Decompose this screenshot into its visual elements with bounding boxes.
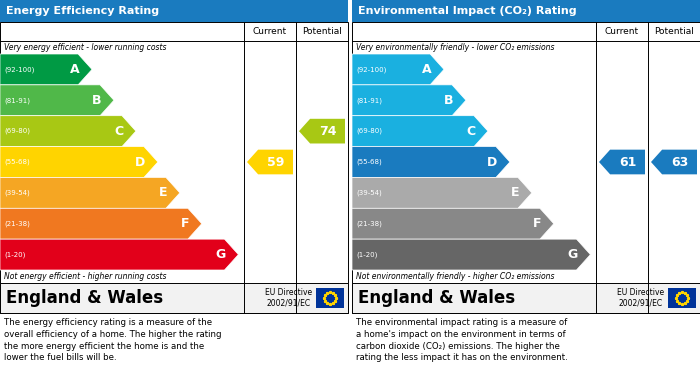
Text: G: G — [568, 248, 578, 261]
Polygon shape — [0, 208, 202, 239]
Polygon shape — [0, 147, 158, 178]
Text: Current: Current — [605, 27, 639, 36]
Bar — [0, 0, 348, 22]
Text: Current: Current — [253, 27, 287, 36]
Text: Very environmentally friendly - lower CO₂ emissions: Very environmentally friendly - lower CO… — [356, 43, 554, 52]
Text: F: F — [181, 217, 189, 230]
Text: (55-68): (55-68) — [356, 159, 382, 165]
Polygon shape — [352, 147, 510, 178]
Polygon shape — [352, 85, 466, 116]
Text: (92-100): (92-100) — [356, 66, 386, 73]
Text: England & Wales: England & Wales — [6, 289, 163, 307]
Text: B: B — [444, 94, 454, 107]
Polygon shape — [352, 208, 554, 239]
Text: (81-91): (81-91) — [4, 97, 30, 104]
Text: Environmental Impact (CO₂) Rating: Environmental Impact (CO₂) Rating — [358, 6, 577, 16]
Text: A: A — [70, 63, 80, 76]
Bar — [352, 22, 700, 313]
Text: (21-38): (21-38) — [356, 221, 382, 227]
Text: Not energy efficient - higher running costs: Not energy efficient - higher running co… — [4, 272, 167, 281]
Text: Potential: Potential — [302, 27, 342, 36]
Polygon shape — [0, 178, 180, 208]
Bar — [0, 22, 348, 313]
Text: Very energy efficient - lower running costs: Very energy efficient - lower running co… — [4, 43, 167, 52]
Text: The environmental impact rating is a measure of
a home's impact on the environme: The environmental impact rating is a mea… — [356, 318, 568, 362]
Text: A: A — [422, 63, 431, 76]
Text: 61: 61 — [619, 156, 636, 169]
Polygon shape — [599, 150, 645, 174]
Polygon shape — [0, 54, 92, 85]
Text: (1-20): (1-20) — [4, 251, 25, 258]
Text: 63: 63 — [671, 156, 688, 169]
Text: EU Directive
2002/91/EC: EU Directive 2002/91/EC — [617, 288, 664, 308]
Polygon shape — [0, 85, 114, 116]
Polygon shape — [352, 54, 444, 85]
Polygon shape — [0, 116, 136, 147]
Bar — [316, 288, 344, 308]
Text: C: C — [466, 125, 475, 138]
Polygon shape — [352, 116, 488, 147]
Text: D: D — [487, 156, 497, 169]
Text: (69-80): (69-80) — [356, 128, 382, 135]
Bar — [668, 288, 696, 308]
Polygon shape — [299, 119, 345, 143]
Text: (39-54): (39-54) — [356, 190, 382, 196]
Text: (69-80): (69-80) — [4, 128, 30, 135]
Polygon shape — [0, 239, 239, 270]
Text: England & Wales: England & Wales — [358, 289, 515, 307]
Text: C: C — [114, 125, 123, 138]
Text: (81-91): (81-91) — [356, 97, 382, 104]
Text: Energy Efficiency Rating: Energy Efficiency Rating — [6, 6, 159, 16]
Text: F: F — [533, 217, 541, 230]
Text: (21-38): (21-38) — [4, 221, 30, 227]
Text: E: E — [511, 187, 519, 199]
Polygon shape — [247, 150, 293, 174]
Text: E: E — [159, 187, 167, 199]
Bar — [0, 283, 348, 313]
Text: 59: 59 — [267, 156, 284, 169]
Text: D: D — [135, 156, 146, 169]
Text: (55-68): (55-68) — [4, 159, 29, 165]
Text: G: G — [216, 248, 226, 261]
Polygon shape — [651, 150, 697, 174]
Text: 74: 74 — [318, 125, 336, 138]
Polygon shape — [352, 178, 532, 208]
Bar — [352, 283, 700, 313]
Text: EU Directive
2002/91/EC: EU Directive 2002/91/EC — [265, 288, 312, 308]
Text: (1-20): (1-20) — [356, 251, 377, 258]
Text: B: B — [92, 94, 102, 107]
Text: Not environmentally friendly - higher CO₂ emissions: Not environmentally friendly - higher CO… — [356, 272, 554, 281]
Polygon shape — [352, 239, 590, 270]
Text: The energy efficiency rating is a measure of the
overall efficiency of a home. T: The energy efficiency rating is a measur… — [4, 318, 221, 362]
Text: (92-100): (92-100) — [4, 66, 34, 73]
Text: Potential: Potential — [654, 27, 694, 36]
Text: (39-54): (39-54) — [4, 190, 29, 196]
Bar — [352, 0, 700, 22]
